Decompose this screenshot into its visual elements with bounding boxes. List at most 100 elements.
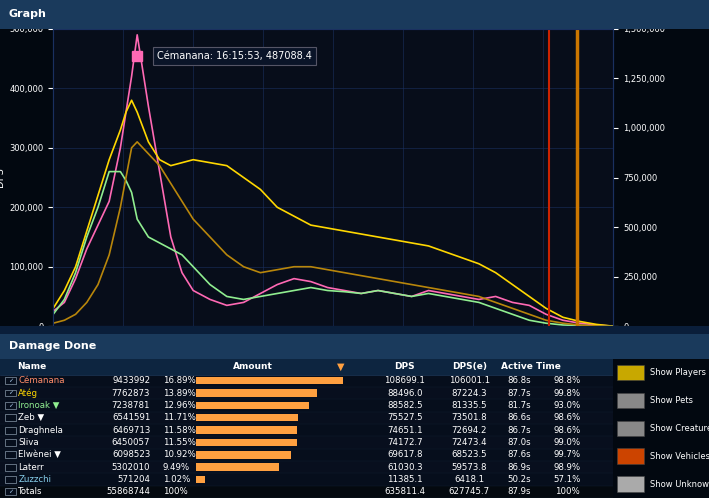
Text: 11385.1: 11385.1	[387, 475, 423, 484]
Bar	[0, 436, 613, 449]
Text: 86.7s: 86.7s	[507, 426, 530, 435]
Bar	[196, 402, 309, 409]
Text: Show Vehicles: Show Vehicles	[649, 452, 709, 461]
Text: Ironoak ▼: Ironoak ▼	[18, 401, 60, 410]
Text: Cémanana: Cémanana	[18, 376, 65, 385]
Bar	[5, 451, 16, 458]
Bar	[0, 359, 613, 374]
Text: ▼: ▼	[337, 362, 344, 372]
Text: 87.9s: 87.9s	[507, 488, 530, 497]
Bar	[5, 464, 16, 471]
Bar	[0, 412, 613, 424]
Bar	[5, 390, 16, 396]
Text: 93.0%: 93.0%	[554, 401, 581, 410]
Text: 6418.1: 6418.1	[454, 475, 484, 484]
Text: 627745.7: 627745.7	[449, 488, 490, 497]
Text: 11.58%: 11.58%	[162, 426, 196, 435]
Text: 88582.5: 88582.5	[387, 401, 423, 410]
Bar	[617, 393, 644, 408]
Text: 106001.1: 106001.1	[449, 376, 490, 385]
Text: ✓: ✓	[8, 490, 13, 495]
Text: 73501.8: 73501.8	[452, 413, 487, 422]
Bar	[196, 451, 291, 459]
Text: ✓: ✓	[8, 403, 13, 408]
Text: 11.71%: 11.71%	[162, 413, 196, 422]
Text: Show Players: Show Players	[649, 368, 705, 377]
Text: 87.7s: 87.7s	[507, 388, 530, 397]
Text: 1.02%: 1.02%	[162, 475, 190, 484]
Text: 13.89%: 13.89%	[162, 388, 195, 397]
Text: 61030.3: 61030.3	[387, 463, 423, 472]
Text: 98.6%: 98.6%	[554, 413, 581, 422]
Text: 6469713: 6469713	[112, 426, 150, 435]
Text: 72473.4: 72473.4	[452, 438, 487, 447]
Text: 635811.4: 635811.4	[384, 488, 425, 497]
Text: 86.8s: 86.8s	[507, 376, 530, 385]
Bar	[617, 449, 644, 464]
Bar	[196, 389, 317, 397]
Text: 87.0s: 87.0s	[507, 438, 530, 447]
Text: Sliva: Sliva	[18, 438, 39, 447]
Text: 68523.5: 68523.5	[452, 450, 487, 459]
Text: 9.49%: 9.49%	[162, 463, 189, 472]
Bar	[0, 473, 613, 486]
Bar	[617, 365, 644, 380]
Bar	[5, 402, 16, 409]
Y-axis label: DPS: DPS	[0, 168, 5, 187]
Text: 9433992: 9433992	[112, 376, 150, 385]
Text: 11.55%: 11.55%	[162, 438, 196, 447]
Text: 6541591: 6541591	[112, 413, 150, 422]
Text: 108699.1: 108699.1	[384, 376, 425, 385]
Text: 50.2s: 50.2s	[507, 475, 530, 484]
Text: Atég: Atég	[18, 388, 38, 398]
Text: Graph: Graph	[9, 9, 46, 19]
Text: 72694.2: 72694.2	[452, 426, 487, 435]
Text: Draghnela: Draghnela	[18, 426, 63, 435]
Bar	[5, 414, 16, 421]
Bar	[5, 439, 16, 446]
Text: 74651.1: 74651.1	[387, 426, 423, 435]
Text: 55868744: 55868744	[106, 488, 150, 497]
Text: 81335.5: 81335.5	[452, 401, 487, 410]
Text: 99.7%: 99.7%	[554, 450, 581, 459]
Text: 86.9s: 86.9s	[507, 463, 530, 472]
Text: Show Unknowns: Show Unknowns	[649, 480, 709, 489]
Bar	[5, 427, 16, 434]
Text: ✓: ✓	[8, 390, 13, 395]
Text: 99.0%: 99.0%	[554, 438, 581, 447]
Bar	[196, 439, 297, 446]
Text: DPS: DPS	[394, 362, 415, 371]
Text: 16.89%: 16.89%	[162, 376, 195, 385]
Bar	[5, 377, 16, 384]
X-axis label: Time: Time	[321, 348, 345, 358]
Text: Amount: Amount	[233, 362, 273, 371]
Text: 99.8%: 99.8%	[554, 388, 581, 397]
Text: 10.92%: 10.92%	[162, 450, 195, 459]
Text: 5302010: 5302010	[112, 463, 150, 472]
Text: ✓: ✓	[8, 378, 13, 383]
Bar	[0, 461, 613, 473]
Text: 57.1%: 57.1%	[554, 475, 581, 484]
Text: 81.7s: 81.7s	[507, 401, 530, 410]
Text: Name: Name	[17, 362, 46, 371]
Bar	[196, 377, 343, 384]
Text: 98.9%: 98.9%	[554, 463, 581, 472]
Text: 7762873: 7762873	[112, 388, 150, 397]
Text: Laterr: Laterr	[18, 463, 44, 472]
Bar	[617, 421, 644, 436]
Bar	[0, 374, 613, 387]
Bar	[196, 464, 279, 471]
Text: Show Creatures: Show Creatures	[649, 424, 709, 433]
Text: 6450057: 6450057	[112, 438, 150, 447]
Bar	[0, 449, 613, 461]
Text: Elwènei ▼: Elwènei ▼	[18, 450, 61, 459]
Text: 98.8%: 98.8%	[554, 376, 581, 385]
Text: Show Pets: Show Pets	[649, 396, 693, 405]
Text: 59573.8: 59573.8	[452, 463, 487, 472]
Text: Cémanana: 16:15:53, 487088.4: Cémanana: 16:15:53, 487088.4	[157, 51, 312, 61]
Text: 88496.0: 88496.0	[387, 388, 423, 397]
Bar	[617, 477, 644, 492]
Text: 100%: 100%	[555, 488, 580, 497]
Text: Totals: Totals	[18, 488, 43, 497]
Bar	[5, 489, 16, 495]
